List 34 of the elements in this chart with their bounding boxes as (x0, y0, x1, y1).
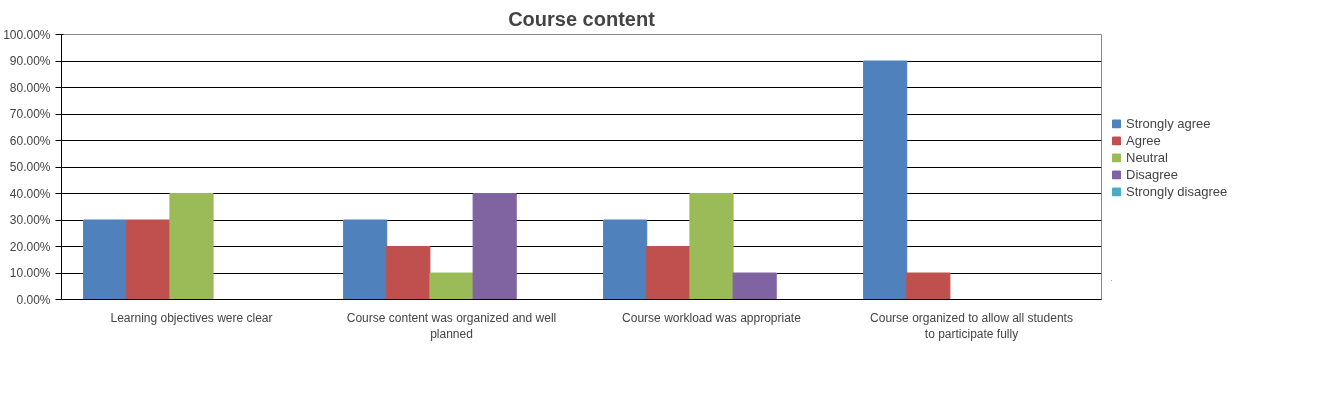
x-tick-label: Learning objectives were clear (110, 310, 273, 325)
legend-label: Strongly agree (1126, 115, 1211, 131)
legend-label: Agree (1126, 132, 1161, 148)
y-tick-label: 60.00% (9, 133, 51, 148)
bar (343, 219, 388, 300)
legend-label: Neutral (1126, 149, 1168, 165)
y-tick-label: 50.00% (9, 160, 51, 174)
legend-label: Strongly disagree (1126, 183, 1228, 199)
x-tick-label: Course content was organized and well planned (346, 310, 557, 342)
bar (386, 246, 431, 300)
bar (863, 60, 908, 300)
y-tick-label: 20.00% (9, 239, 51, 254)
x-tick-label: Course workload was appropriate (622, 310, 802, 325)
y-tick-label: 90.00% (9, 54, 51, 68)
bar (126, 219, 171, 300)
y-tick-label: 0.00% (16, 292, 51, 307)
bar (603, 219, 648, 300)
bar (472, 193, 517, 300)
y-tick-label: 70.00% (9, 107, 51, 121)
bar (83, 219, 128, 300)
x-tick-label: Course organized to allow all students to participate fully (870, 310, 1073, 342)
y-tick-label: 80.00% (9, 80, 51, 95)
bar (906, 272, 951, 300)
bar (429, 272, 474, 300)
chart-title: Course content (508, 7, 656, 30)
bar (732, 272, 777, 300)
legend-label: Disagree (1126, 166, 1179, 182)
y-tick-label: 40.00% (9, 186, 51, 201)
bar (646, 246, 691, 300)
y-tick-label: 30.00% (9, 213, 51, 227)
y-tick-label: 10.00% (9, 266, 51, 280)
bar (689, 193, 734, 300)
bar (169, 193, 214, 300)
y-tick-label: 100.00% (3, 27, 51, 42)
